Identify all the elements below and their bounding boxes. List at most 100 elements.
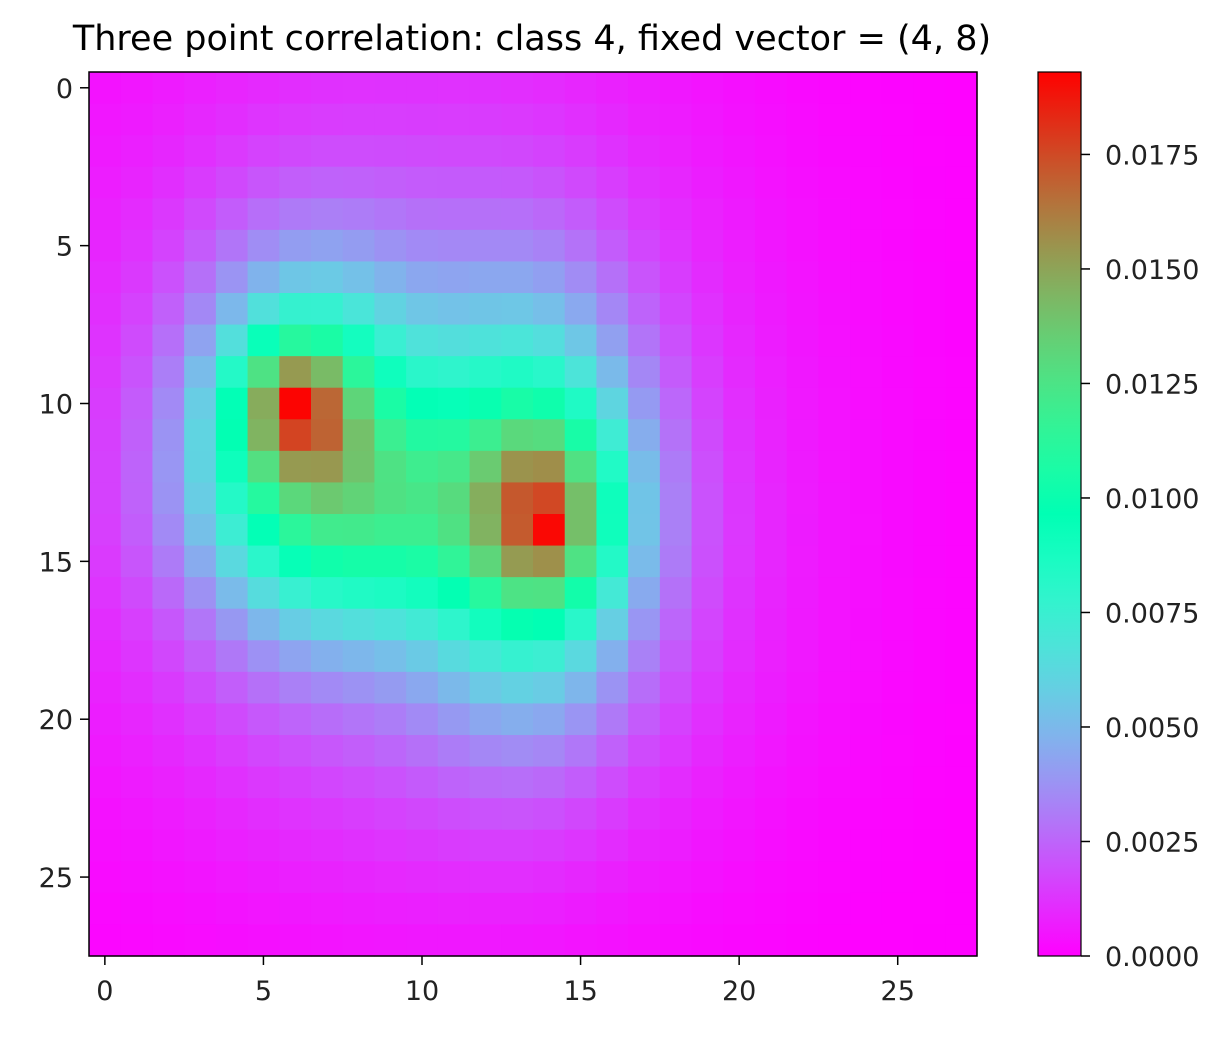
heatmap-cell [691, 135, 724, 168]
heatmap-cell [659, 671, 693, 705]
heatmap-cell [120, 293, 154, 326]
heatmap-cell [659, 356, 693, 389]
x-tick-label: 0 [96, 976, 113, 1007]
heatmap-cell [850, 135, 883, 168]
heatmap-cell [311, 166, 344, 199]
heatmap-cell [881, 545, 915, 578]
heatmap-cell [596, 103, 629, 136]
heatmap-cell [437, 103, 471, 136]
heatmap-cell [786, 324, 820, 357]
heatmap-cell [628, 703, 661, 736]
heatmap-cell [755, 482, 788, 515]
heatmap-cell [628, 514, 661, 547]
heatmap-cell [89, 261, 122, 294]
heatmap-cell [311, 103, 344, 136]
heatmap-cell [691, 861, 724, 894]
heatmap-cell [786, 261, 820, 294]
heatmap-cell [628, 608, 661, 641]
heatmap-cell [723, 387, 756, 420]
heatmap-cell [89, 135, 122, 168]
heatmap-cell [469, 229, 502, 263]
heatmap-cell [596, 829, 629, 862]
heatmap-cell [533, 924, 566, 957]
heatmap-cell [628, 261, 661, 294]
heatmap-cell [469, 703, 502, 736]
heatmap-cell [215, 229, 249, 263]
heatmap-cell [945, 419, 978, 452]
heatmap-cell [691, 482, 724, 515]
heatmap-cell [89, 450, 122, 484]
heatmap-cell [406, 735, 439, 768]
heatmap-cell [723, 293, 756, 326]
heatmap-cell [406, 514, 439, 547]
heatmap-cell [89, 324, 122, 357]
heatmap-cell [596, 766, 629, 799]
heatmap-cell [89, 640, 122, 673]
heatmap-cell [469, 72, 502, 105]
heatmap-cell [247, 671, 280, 705]
heatmap-cell [215, 482, 249, 515]
heatmap-cell [152, 703, 185, 736]
heatmap-cell [533, 166, 566, 199]
heatmap-cell [628, 72, 661, 105]
heatmap-cell [723, 356, 756, 389]
heatmap-cell [564, 229, 598, 263]
heatmap-cell [818, 166, 851, 199]
heatmap-cell [818, 735, 851, 768]
heatmap-cell [374, 608, 407, 641]
heatmap-cell [469, 640, 502, 673]
heatmap-cell [723, 103, 756, 136]
plot-frame [88, 71, 978, 957]
heatmap-cell [215, 545, 249, 578]
heatmap-cell [850, 829, 883, 862]
heatmap-cell [247, 166, 280, 199]
heatmap-cell [437, 861, 471, 894]
heatmap-cell [89, 766, 122, 799]
heatmap-cell [215, 135, 249, 168]
heatmap-cell [881, 766, 915, 799]
heatmap-cell [755, 608, 788, 641]
heatmap-cell [659, 419, 693, 452]
heatmap-cell [279, 861, 312, 894]
heatmap-cell [279, 640, 312, 673]
heatmap-cell [311, 482, 344, 515]
heatmap-cell [215, 166, 249, 199]
heatmap-cell [120, 577, 154, 610]
heatmap-cell [786, 229, 820, 263]
heatmap-cell [533, 861, 566, 894]
heatmap-cell [850, 229, 883, 263]
heatmap-cell [596, 892, 629, 926]
heatmap-cell [659, 514, 693, 547]
heatmap-cell [279, 608, 312, 641]
heatmap-cell [564, 577, 598, 610]
heatmap-cell [501, 924, 534, 957]
heatmap-cell [945, 166, 978, 199]
heatmap-cell [437, 450, 471, 484]
heatmap-cell [691, 293, 724, 326]
heatmap-cell [533, 419, 566, 452]
heatmap-cell [533, 324, 566, 357]
heatmap-cell [215, 861, 249, 894]
heatmap-cell [215, 892, 249, 926]
heatmap-cell [89, 798, 122, 831]
heatmap-cell [786, 514, 820, 547]
heatmap-cell [691, 198, 724, 231]
heatmap-cell [564, 703, 598, 736]
heatmap-cell [406, 324, 439, 357]
heatmap-cell [786, 356, 820, 389]
heatmap-cell [723, 450, 756, 484]
heatmap-cell [184, 450, 217, 484]
heatmap-cell [215, 356, 249, 389]
heatmap-cell [152, 829, 185, 862]
heatmap-cell [89, 671, 122, 705]
heatmap-cell [786, 135, 820, 168]
heatmap-cell [723, 324, 756, 357]
heatmap-cell [342, 735, 376, 768]
heatmap-cell [374, 293, 407, 326]
heatmap-cell [406, 482, 439, 515]
heatmap-cell [311, 387, 344, 420]
heatmap-cell [406, 450, 439, 484]
heatmap-cell [913, 482, 946, 515]
heatmap-cell [501, 293, 534, 326]
heatmap-cell [215, 924, 249, 957]
